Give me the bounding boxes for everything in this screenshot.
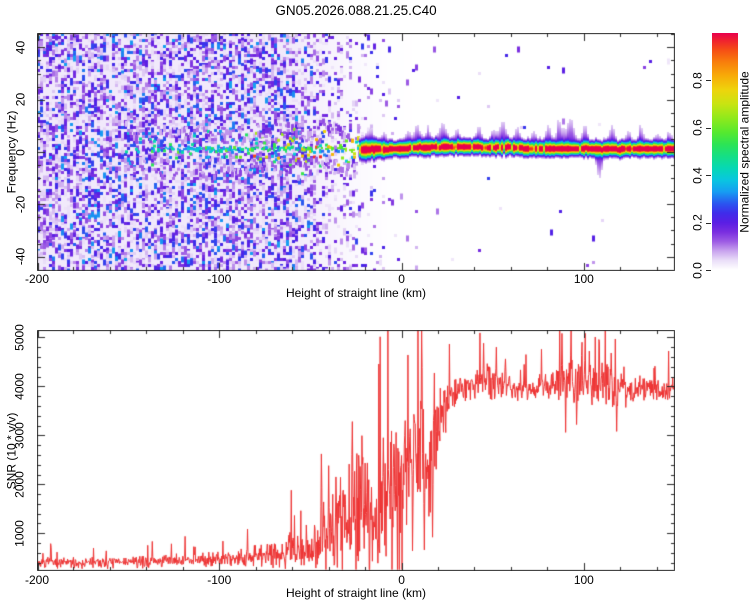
colorbar-tick-mark [706,80,711,82]
spectrogram-xtick-label: 100 [573,272,594,286]
colorbar-tick-mark [706,175,711,177]
spectrogram-xlabel: Height of straight line (km) [285,286,427,300]
snr-xtick-label: -200 [24,573,50,587]
spectrogram-canvas [37,33,675,271]
spectrogram-ylabel: Frequency (Hz) [4,110,18,194]
colorbar-gradient [712,33,738,270]
colorbar-tick-mark [706,222,711,224]
snr-xtick-label: -100 [207,573,232,587]
spectrogram-xtick-label: -100 [207,272,232,286]
snr-canvas [37,330,675,571]
spectrogram-xtick-label: -200 [24,272,50,286]
colorbar-tick-label: 0.2 [690,214,705,231]
colorbar-tick-label: 0.4 [690,166,705,184]
colorbar-tick-mark [706,127,711,129]
colorbar-label: Normalized spectral amplitude [738,70,750,233]
snr-xtick-label: 100 [573,573,594,587]
colorbar-tick-label: 0.6 [690,119,705,137]
snr-xtick-label: 0 [398,573,405,587]
colorbar-tick-mark [706,270,711,271]
snr-xlabel: Height of straight line (km) [285,586,427,600]
colorbar-tick-label: 0.8 [690,72,705,89]
colorbar-tick-label: 0.0 [690,261,705,279]
figure-title: GN05.2026.088.21.25.C40 [275,3,437,18]
spectrogram-xtick-label: 0 [398,272,405,286]
snr-ylabel: SNR (10 * v/v) [4,412,18,489]
